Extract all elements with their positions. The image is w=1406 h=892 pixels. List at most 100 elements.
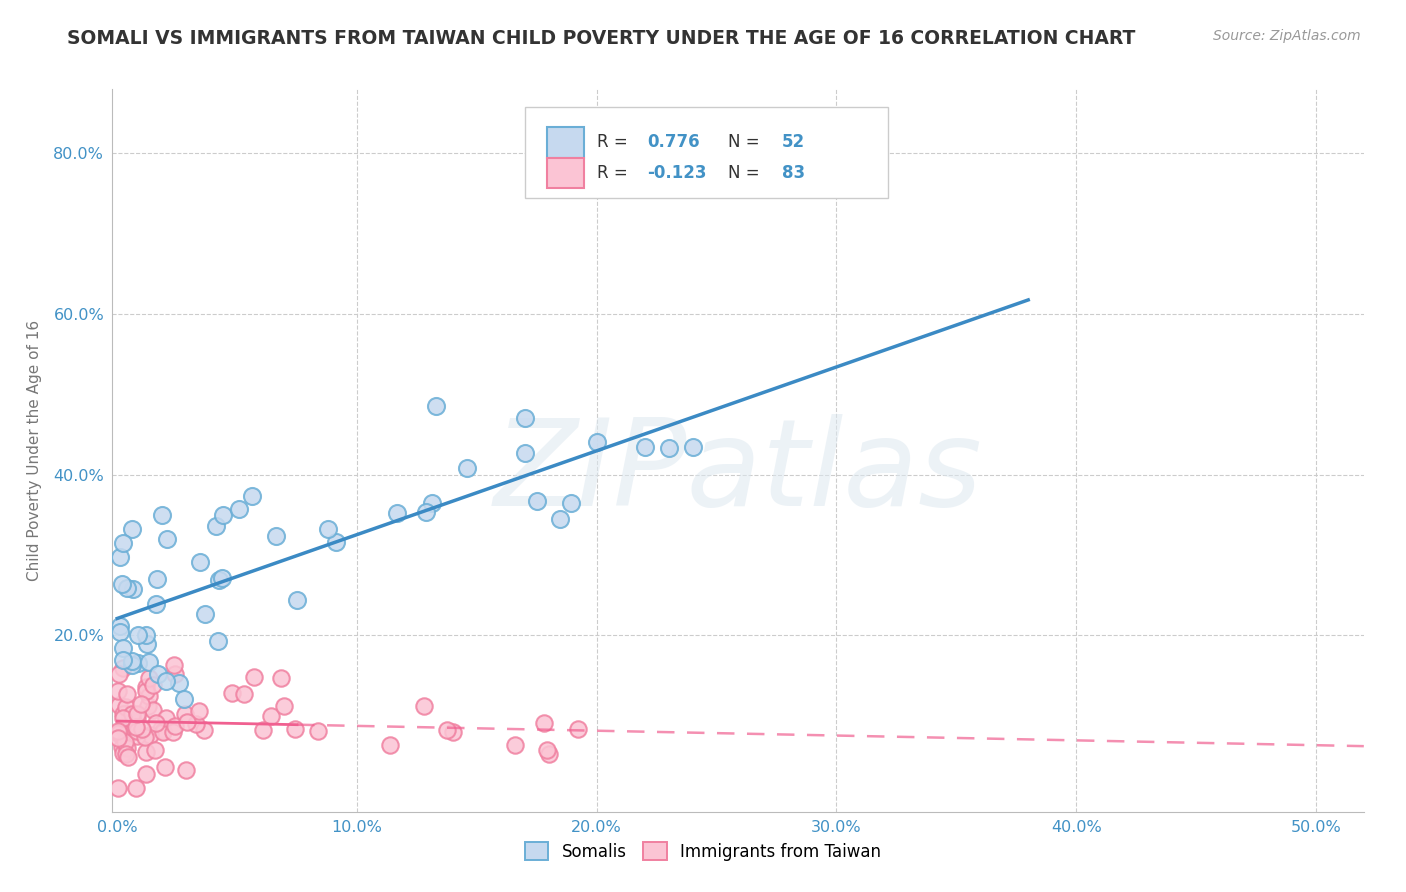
Point: [287, 592, 309, 607]
Point: [112, 653, 135, 667]
Point: [107, 684, 129, 698]
Point: [112, 711, 135, 725]
Point: [526, 494, 548, 508]
Point: [259, 709, 281, 723]
Point: [155, 674, 177, 689]
Point: [138, 655, 160, 669]
Point: [115, 581, 138, 595]
Point: [129, 697, 152, 711]
Point: [135, 683, 157, 698]
Point: [173, 691, 195, 706]
Point: [513, 411, 536, 425]
Point: [110, 739, 132, 754]
Point: [156, 532, 179, 546]
Y-axis label: Child Poverty Under the Age of 16: Child Poverty Under the Age of 16: [27, 320, 42, 581]
Legend: Somalis, Immigrants from Taiwan: Somalis, Immigrants from Taiwan: [519, 836, 887, 868]
Point: [114, 707, 136, 722]
Point: [134, 730, 156, 744]
Point: [169, 676, 191, 690]
Point: [162, 725, 184, 739]
Point: [205, 519, 228, 533]
Point: [121, 706, 143, 721]
Point: [211, 571, 233, 585]
Point: [536, 742, 558, 756]
Point: [385, 507, 408, 521]
Point: [150, 722, 173, 736]
Point: [505, 738, 527, 752]
Point: [425, 399, 447, 413]
Point: [207, 633, 229, 648]
Point: [412, 699, 434, 714]
Point: [634, 440, 657, 454]
Point: [436, 723, 458, 737]
Point: [107, 726, 129, 740]
Point: [228, 501, 250, 516]
Point: [658, 441, 681, 455]
Point: [122, 582, 145, 597]
Point: [273, 698, 295, 713]
Point: [221, 686, 243, 700]
Point: [136, 698, 159, 713]
Text: N =: N =: [728, 164, 765, 182]
Point: [117, 750, 139, 764]
Point: [284, 722, 307, 736]
Point: [420, 496, 443, 510]
Point: [243, 670, 266, 684]
Point: [152, 723, 174, 738]
Point: [165, 667, 187, 681]
Point: [108, 666, 131, 681]
Point: [125, 720, 148, 734]
Point: [112, 709, 135, 723]
Point: [567, 722, 589, 736]
Point: [138, 689, 160, 703]
Point: [165, 719, 187, 733]
Point: [136, 637, 159, 651]
Point: [127, 627, 149, 641]
Point: [118, 707, 141, 722]
Point: [533, 716, 555, 731]
Point: [233, 687, 256, 701]
Point: [108, 725, 131, 739]
Point: [143, 743, 166, 757]
Point: [127, 657, 149, 671]
Point: [150, 508, 173, 522]
Point: [125, 729, 148, 743]
Point: [125, 711, 148, 725]
FancyBboxPatch shape: [547, 158, 585, 188]
Point: [115, 722, 138, 736]
Point: [142, 703, 165, 717]
Point: [176, 714, 198, 729]
Point: [174, 707, 197, 722]
Point: [145, 597, 167, 611]
Point: [145, 716, 167, 731]
Point: [108, 549, 131, 564]
Text: 52: 52: [782, 134, 806, 152]
Point: [193, 723, 215, 737]
Text: R =: R =: [596, 134, 633, 152]
Point: [146, 667, 169, 681]
Point: [188, 555, 211, 569]
Point: [114, 735, 136, 749]
Point: [111, 660, 134, 674]
Point: [146, 572, 169, 586]
Point: [117, 726, 139, 740]
Point: [194, 607, 217, 622]
Point: [107, 731, 129, 746]
Point: [131, 723, 153, 737]
Point: [208, 573, 231, 587]
Point: [122, 714, 145, 728]
Text: Source: ZipAtlas.com: Source: ZipAtlas.com: [1213, 29, 1361, 43]
Point: [121, 654, 143, 668]
Point: [107, 698, 129, 712]
FancyBboxPatch shape: [526, 107, 889, 198]
Point: [456, 460, 478, 475]
Point: [513, 446, 536, 460]
Point: [111, 576, 134, 591]
Point: [108, 618, 131, 632]
Point: [441, 724, 464, 739]
Point: [127, 723, 149, 738]
Point: [135, 745, 157, 759]
Point: [187, 705, 209, 719]
Point: [115, 741, 138, 756]
Point: [139, 728, 162, 742]
